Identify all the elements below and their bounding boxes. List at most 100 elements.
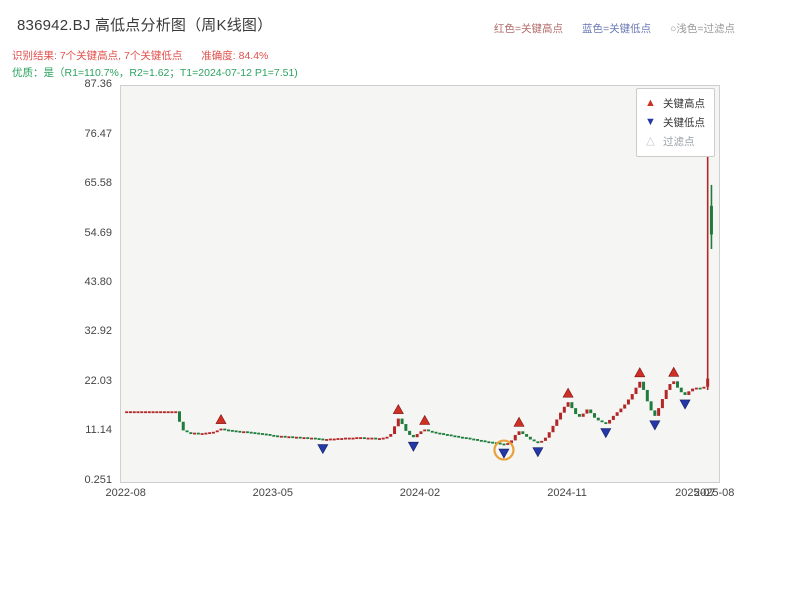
note-filter-label: ○浅色=过滤点 (670, 23, 735, 35)
candle (536, 441, 540, 444)
recognition-result-text: 识别结果: 7个关键高点, 7个关键低点 (12, 50, 183, 62)
candle (498, 442, 502, 445)
candle (223, 428, 227, 431)
y-axis-tick-label: 65.58 (84, 177, 112, 189)
candle (174, 411, 178, 414)
candle (702, 386, 706, 389)
x-axis-tick-label: 2022-08 (105, 487, 146, 499)
candle (672, 381, 676, 385)
candle (355, 437, 359, 440)
key-high-marker (513, 416, 525, 427)
candle (159, 411, 163, 414)
legend-item-label: 关键低点 (663, 117, 705, 129)
candle (649, 401, 653, 411)
candle (419, 431, 423, 435)
candle (513, 434, 517, 441)
candle (449, 434, 453, 437)
page-title: 836942.BJ 高低点分析图（周K线图） (17, 17, 273, 34)
candle (502, 443, 506, 446)
triangle-down-icon: ▼ (645, 116, 656, 128)
candle (525, 434, 529, 437)
candle (283, 435, 287, 438)
y-axis-tick-label: 22.03 (84, 374, 112, 387)
candle (325, 439, 329, 441)
candle (144, 411, 148, 414)
candle (566, 402, 570, 407)
legend-item-label: 过滤点 (663, 136, 695, 148)
candle (381, 437, 385, 440)
candle (528, 436, 532, 440)
candle (359, 437, 363, 440)
candle (393, 426, 397, 435)
candle (310, 437, 314, 440)
candle (238, 430, 242, 433)
candle (581, 413, 585, 417)
key-high-marker (562, 387, 574, 398)
key-high-marker (419, 414, 431, 425)
candle (691, 388, 695, 392)
candle (279, 435, 283, 438)
candle (193, 432, 197, 435)
accuracy-text: 准确度: 84.4% (201, 50, 269, 62)
key-high-marker (634, 367, 646, 378)
candle (600, 420, 604, 423)
candle (585, 409, 589, 414)
y-axis-tick-label: 76.47 (84, 127, 112, 140)
candle (385, 436, 389, 439)
candle (574, 408, 578, 415)
candle (645, 389, 649, 402)
candle (400, 418, 404, 425)
quality-result: 优质：是（R1=110.7%，R2=1.62；T1=2024-07-12 P1=… (12, 67, 298, 79)
candle (517, 431, 521, 435)
candle (559, 412, 563, 420)
candle (540, 440, 544, 443)
candle (442, 433, 446, 435)
candle (483, 440, 487, 443)
candle (151, 411, 155, 414)
candle (626, 399, 630, 405)
candle (547, 432, 551, 438)
key-low-marker (600, 428, 612, 439)
triangle-up-open-icon: △ (646, 135, 655, 147)
candle (396, 418, 400, 427)
candle (596, 417, 600, 421)
candle (336, 438, 340, 440)
candle (313, 437, 317, 440)
y-axis-tick-label: 54.69 (84, 226, 112, 239)
x-axis-tick-label: 2023-05 (252, 487, 293, 499)
candle (328, 438, 332, 441)
candle (362, 437, 366, 440)
candle (408, 430, 412, 435)
candle (570, 402, 574, 409)
candle (423, 429, 427, 432)
candle (664, 389, 668, 400)
candle (370, 437, 374, 440)
candle (347, 437, 351, 440)
candle (155, 411, 159, 414)
key-high-marker (215, 413, 227, 424)
candle (532, 439, 536, 442)
candle (125, 411, 129, 414)
candle (181, 421, 185, 431)
candle (593, 413, 596, 418)
candle (694, 387, 698, 390)
candle (615, 412, 619, 416)
candle (687, 391, 691, 395)
candle (317, 438, 321, 440)
candle (404, 424, 408, 431)
candle (294, 436, 298, 439)
candle (374, 437, 378, 440)
candle (249, 431, 253, 434)
y-axis-tick-label: 32.92 (84, 325, 112, 338)
candle (509, 440, 513, 444)
candle (227, 429, 231, 432)
candle (208, 432, 212, 435)
candle (211, 431, 215, 434)
candle (653, 410, 657, 416)
key-low-marker (532, 447, 544, 458)
candle (343, 437, 347, 440)
candle (638, 381, 642, 388)
y-axis-tick-label: 11.14 (85, 424, 112, 437)
candle (543, 437, 547, 441)
